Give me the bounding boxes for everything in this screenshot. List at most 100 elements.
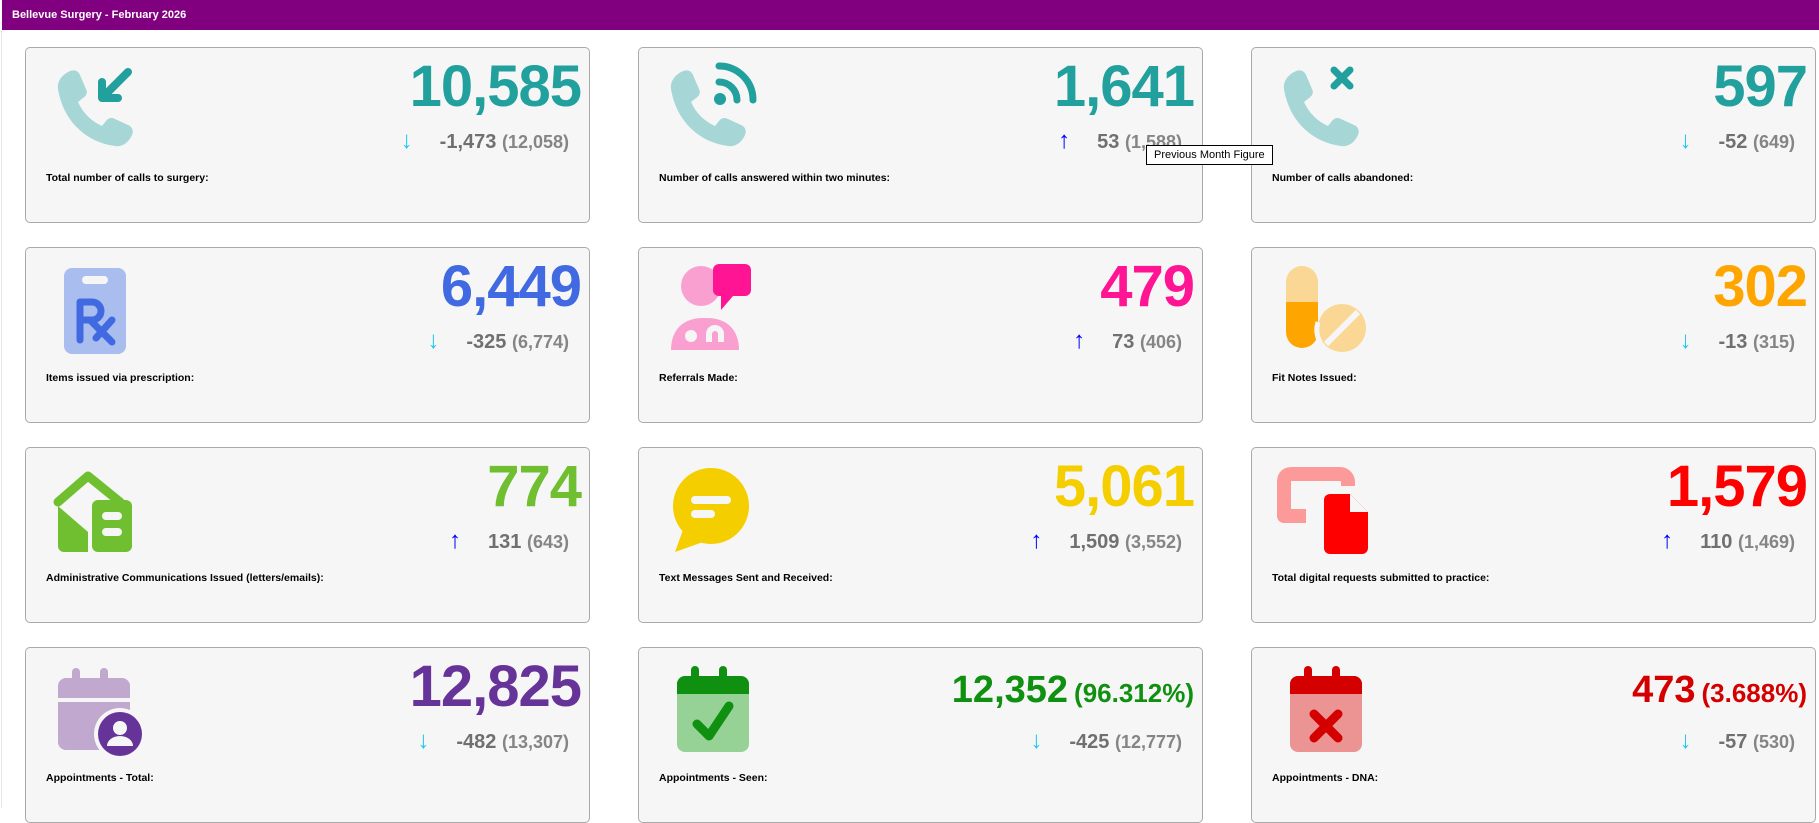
kpi-card-text-messages: 5,061 ↑ 1,509 (3,552) Text Messages Sent an… [638, 447, 1203, 623]
kpi-label: Total digital requests submitted to prac… [1272, 572, 1490, 584]
kpi-card-appointments-seen: 12,352 (96.312%) ↓ -425 (12,777) Appointment… [638, 647, 1203, 823]
kpi-label: Text Messages Sent and Received: [659, 572, 833, 584]
kpi-previous-month-value[interactable]: (12,777) [1114, 732, 1182, 752]
kpi-card-calls-answered: 1,641 ↑ 53 (1,588) Number of calls answered… [638, 47, 1203, 223]
kpi-previous-month-value[interactable]: (530) [1752, 732, 1795, 752]
kpi-change: ↑ 110 (1,469) [1658, 526, 1795, 557]
kpi-card-appointments-total: 12,825 ↓ -482 (13,307) Appointments - Total… [25, 647, 590, 823]
arrow-down-icon: ↓ [417, 727, 430, 754]
prescription-clipboard-icon [50, 262, 146, 358]
kpi-change-value: -325 [466, 331, 507, 353]
kpi-change: ↓ -482 (13,307) [414, 726, 569, 757]
kpi-current-value: 6,449 [440, 254, 582, 319]
kpi-label: Items issued via prescription: [46, 372, 195, 384]
dashboard-title: Bellevue Surgery - February 2026 [12, 9, 187, 21]
kpi-change-value: 1,509 [1069, 531, 1120, 553]
arrow-down-icon: ↓ [400, 127, 413, 154]
kpi-change: ↑ 73 (406) [1070, 326, 1182, 357]
kpi-previous-month-value[interactable]: (3,552) [1124, 532, 1182, 552]
kpi-current-value: 473 [1632, 669, 1696, 711]
kpi-change: ↓ -425 (12,777) [1027, 726, 1182, 757]
kpi-value: 10,585 [409, 52, 582, 122]
arrow-down-icon: ↓ [1679, 127, 1692, 154]
kpi-card-prescriptions: 6,449 ↓ -325 (6,774) Items issued via presc… [25, 247, 590, 423]
kpi-previous-month-value[interactable]: (12,058) [501, 132, 569, 152]
kpi-change-value: -13 [1718, 331, 1748, 353]
kpi-change-value: 73 [1112, 331, 1135, 353]
phone-incoming-icon [50, 62, 146, 158]
kpi-label: Appointments - Seen: [659, 772, 768, 784]
kpi-change-value: -57 [1718, 731, 1748, 753]
kpi-label: Referrals Made: [659, 372, 738, 384]
kpi-label: Total number of calls to surgery: [46, 172, 209, 184]
kpi-value: 479 [1100, 252, 1195, 322]
pills-icon [1276, 262, 1372, 358]
kpi-change-value: 110 [1700, 531, 1733, 553]
kpi-change: ↑ 1,509 (3,552) [1027, 526, 1182, 557]
kpi-previous-month-value[interactable]: (13,307) [501, 732, 569, 752]
kpi-change: ↑ 131 (643) [446, 526, 569, 557]
doctor-message-icon [663, 262, 759, 358]
kpi-card-referrals: 479 ↑ 73 (406) Referrals Made: [638, 247, 1203, 423]
calendar-user-icon [50, 662, 146, 758]
kpi-previous-month-value[interactable]: (315) [1752, 332, 1795, 352]
kpi-previous-month-value[interactable]: (6,774) [511, 332, 569, 352]
kpi-current-value: 479 [1100, 254, 1195, 319]
kpi-value: 6,449 [440, 252, 582, 322]
kpi-change-value: 131 [488, 531, 522, 553]
kpi-value: 302 [1713, 252, 1808, 322]
kpi-change: ↓ -1,473 (12,058) [398, 126, 569, 157]
kpi-label: Number of calls abandoned: [1272, 172, 1414, 184]
kpi-current-value: 774 [487, 454, 582, 519]
dashboard-title-bar: Bellevue Surgery - February 2026 [2, 0, 1819, 30]
arrow-down-icon: ↓ [1679, 727, 1692, 754]
kpi-card-admin-comms: 774 ↑ 131 (643) Administrative Communicatio… [25, 447, 590, 623]
kpi-current-value: 302 [1713, 254, 1808, 319]
kpi-value: 774 [487, 452, 582, 522]
kpi-value: 473 (3.688%) [1632, 662, 1807, 721]
arrow-down-icon: ↓ [1679, 327, 1692, 354]
kpi-label: Appointments - Total: [46, 772, 154, 784]
arrow-up-icon: ↑ [1058, 127, 1071, 154]
kpi-change-value: 53 [1097, 131, 1120, 153]
kpi-change-value: -425 [1069, 731, 1110, 753]
kpi-change-value: -52 [1718, 131, 1748, 153]
previous-month-tooltip: Previous Month Figure [1146, 145, 1273, 165]
kpi-card-appointments-dna: 473 (3.688%) ↓ -57 (530) Appointments - DNA: [1251, 647, 1816, 823]
kpi-previous-month-value[interactable]: (643) [526, 532, 569, 552]
chat-bubble-icon [663, 462, 759, 558]
arrow-up-icon: ↑ [1661, 527, 1674, 554]
kpi-card-calls-abandoned: 597 ↓ -52 (649) Number of calls abandoned: [1251, 47, 1816, 223]
kpi-change: ↓ -52 (649) [1677, 126, 1796, 157]
left-border [1, 30, 2, 808]
kpi-card-fit-notes: 302 ↓ -13 (315) Fit Notes Issued: [1251, 247, 1816, 423]
kpi-current-value: 597 [1713, 54, 1808, 119]
kpi-current-value: 1,641 [1053, 54, 1195, 119]
kpi-label: Fit Notes Issued: [1272, 372, 1357, 384]
kpi-current-value: 12,352 [951, 669, 1069, 711]
kpi-current-value: 5,061 [1053, 454, 1195, 519]
calendar-check-icon [663, 662, 759, 758]
kpi-value: 12,352 (96.312%) [952, 662, 1194, 721]
kpi-value: 597 [1713, 52, 1808, 122]
phone-ringing-icon [663, 62, 759, 158]
arrow-up-icon: ↑ [1073, 327, 1086, 354]
kpi-percentage: (96.312%) [1074, 678, 1194, 708]
kpi-previous-month-value[interactable]: (1,469) [1737, 532, 1795, 552]
phone-missed-icon [1276, 62, 1372, 158]
kpi-previous-month-value[interactable]: (406) [1139, 332, 1182, 352]
arrow-down-icon: ↓ [427, 327, 440, 354]
kpi-current-value: 1,579 [1666, 454, 1808, 519]
kpi-change: ↓ -57 (530) [1677, 726, 1796, 757]
arrow-up-icon: ↑ [1030, 527, 1043, 554]
kpi-value: 1,641 [1053, 52, 1195, 122]
kpi-value: 12,825 [410, 652, 582, 722]
kpi-label: Appointments - DNA: [1272, 772, 1379, 784]
arrow-up-icon: ↑ [449, 527, 462, 554]
kpi-value: 5,061 [1053, 452, 1195, 522]
kpi-label: Number of calls answered within two minu… [659, 172, 891, 184]
kpi-value: 1,579 [1666, 452, 1808, 522]
kpi-current-value: 10,585 [409, 54, 582, 119]
kpi-percentage: (3.688%) [1701, 678, 1808, 708]
kpi-previous-month-value[interactable]: (649) [1752, 132, 1795, 152]
